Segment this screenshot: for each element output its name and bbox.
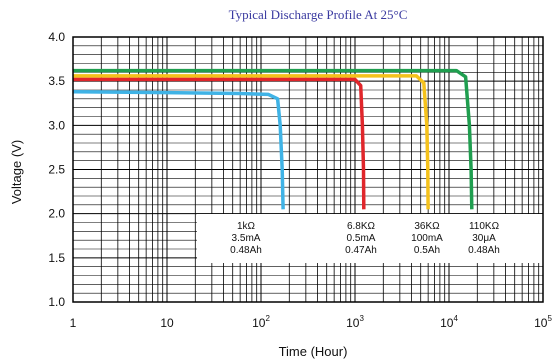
x-tick-label: 102 <box>252 314 270 330</box>
y-tick-label: 4.0 <box>48 30 65 44</box>
annotation-text: 0.47Ah <box>345 245 377 256</box>
x-tick-label: 1 <box>70 316 77 330</box>
x-tick-label: 105 <box>534 314 552 330</box>
annotation-text: 6.8KΩ <box>347 221 376 232</box>
annotation-text: 3.5mA <box>232 233 261 244</box>
y-tick-label: 1.5 <box>48 251 65 265</box>
y-tick-labels: 1.0 1.5 2.0 2.5 3.0 3.5 4.0 <box>48 30 65 309</box>
y-tick-label: 3.0 <box>48 118 65 132</box>
annotation-text: 0.5Ah <box>414 245 440 256</box>
y-tick-label: 3.5 <box>48 74 65 88</box>
annotation-text: 110KΩ <box>469 221 500 232</box>
y-tick-label: 2.5 <box>48 163 65 177</box>
annotation-text: 1kΩ <box>237 221 256 232</box>
annotation-text: 100mA <box>411 233 443 244</box>
x-tick-label: 10 <box>160 316 174 330</box>
annotation-text: 0.48Ah <box>230 245 262 256</box>
series-line-3 <box>73 76 428 209</box>
x-tick-label: 104 <box>440 314 458 330</box>
annotation-text: 0.48Ah <box>468 245 500 256</box>
annotation-text: 30μA <box>472 233 496 244</box>
chart-title: Typical Discharge Profile At 25°C <box>229 7 408 22</box>
y-tick-label: 2.0 <box>48 207 65 221</box>
y-axis-label: Voltage (V) <box>9 140 24 204</box>
annotation-text: 0.5mA <box>347 233 376 244</box>
x-tick-labels: 1 10 102 103 104 105 <box>70 314 553 330</box>
y-tick-label: 1.0 <box>48 295 65 309</box>
annotation-text: 36KΩ <box>414 221 440 232</box>
x-tick-label: 103 <box>346 314 364 330</box>
x-axis-label: Time (Hour) <box>279 344 348 359</box>
